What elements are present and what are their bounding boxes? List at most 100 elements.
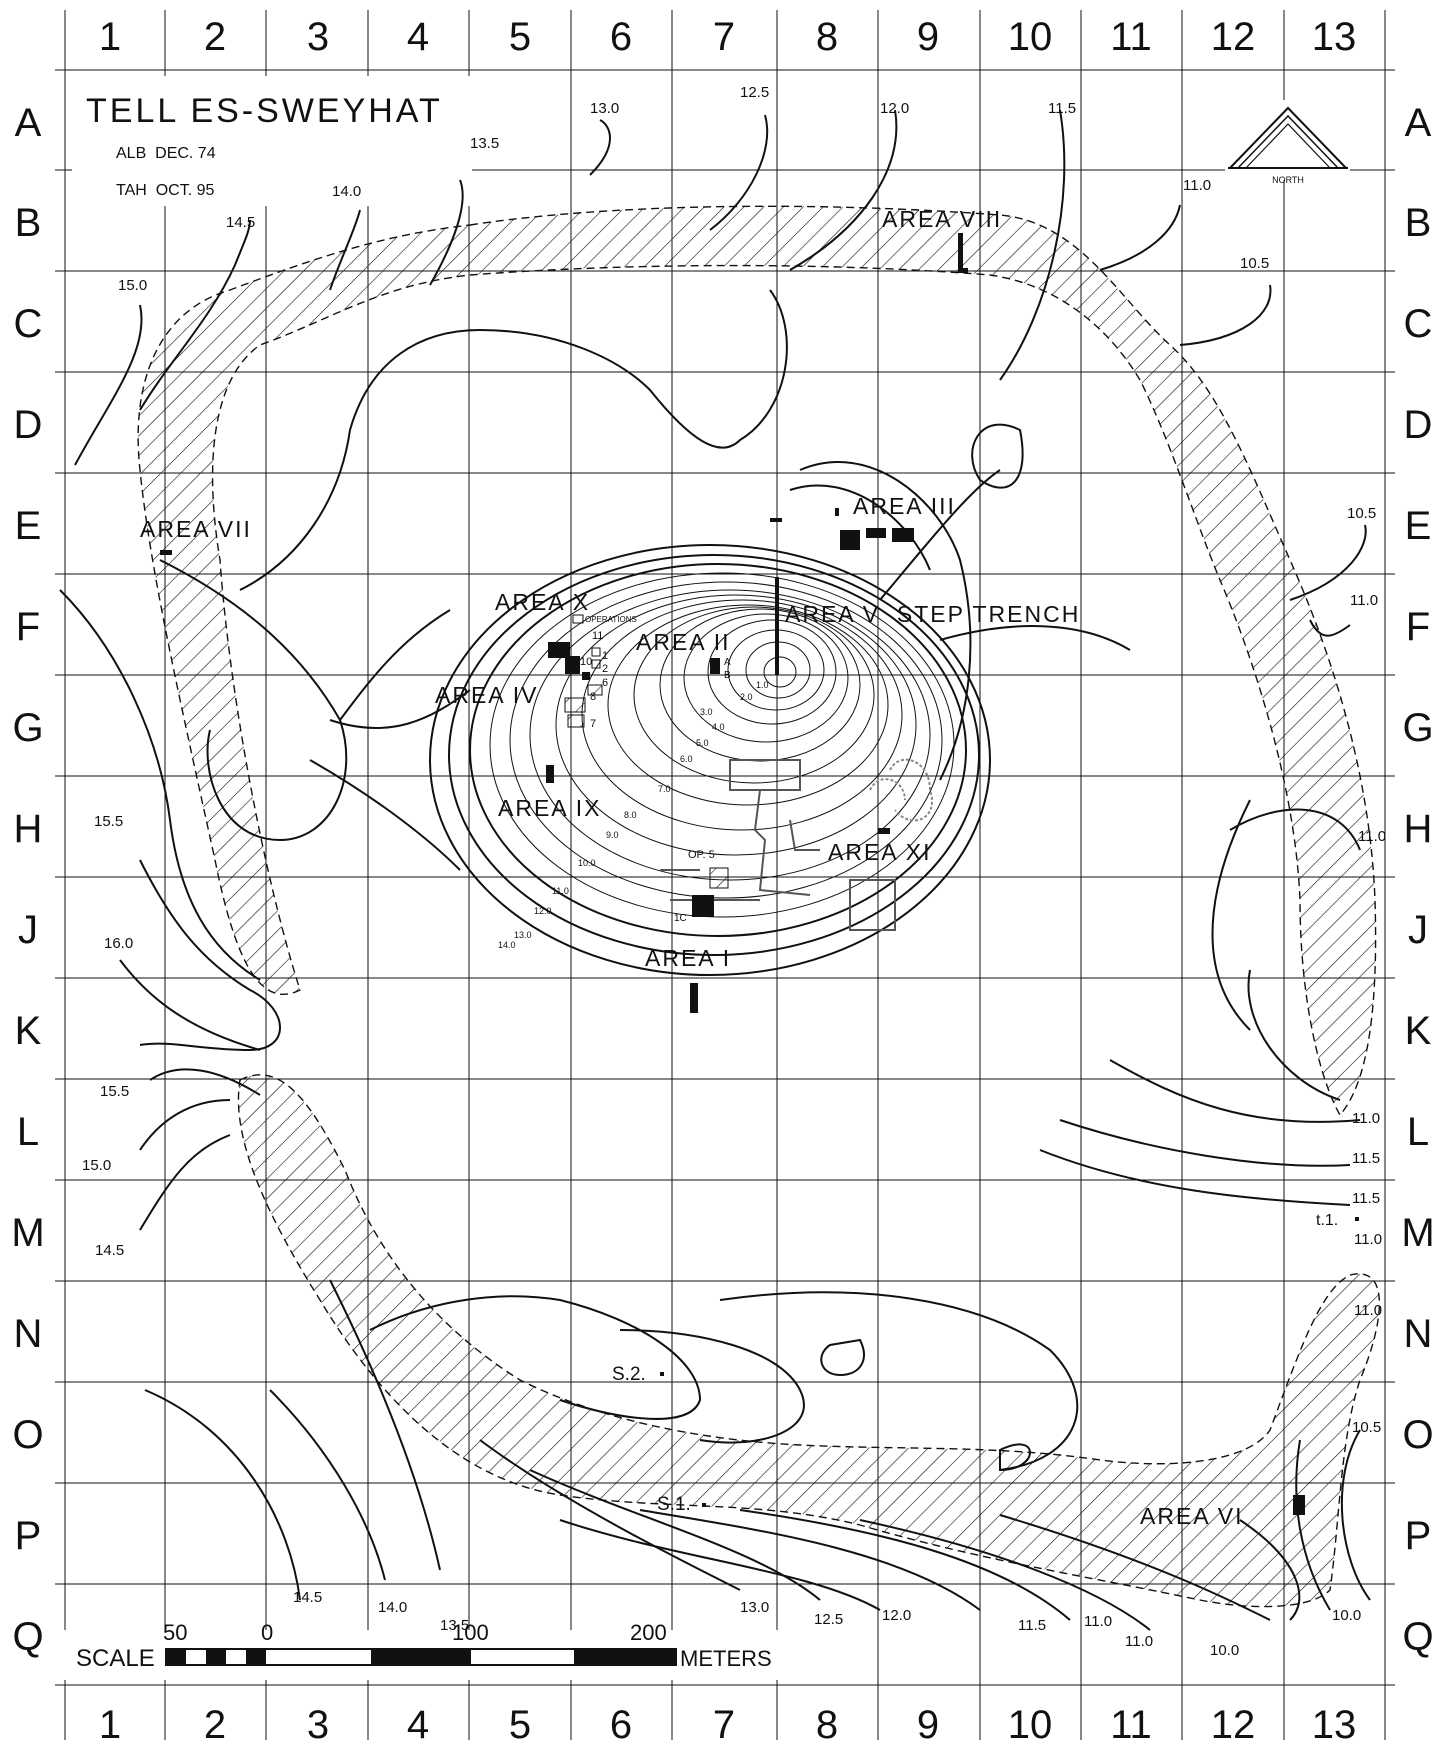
scale-tick: 0 [261, 1620, 273, 1645]
col-label: 3 [307, 1703, 329, 1747]
elevation-label: 12.5 [740, 84, 769, 101]
elevation-label: 14.5 [95, 1242, 124, 1259]
scale-tick: 50 [163, 1620, 187, 1645]
row-label: C [14, 302, 43, 346]
elevation-label: 11.5 [1352, 1150, 1380, 1167]
mound-elevation: 7.0 [658, 784, 671, 794]
north-label: NORTH [1272, 175, 1304, 185]
row-labels-right: A B C D E F G H J K L M N O P Q [1401, 101, 1434, 1659]
row-label: Q [12, 1615, 43, 1659]
contour-lines [59, 109, 1371, 1631]
elevation-label: 15.0 [118, 277, 147, 294]
col-label: 6 [610, 1703, 632, 1747]
op-number: 1 [602, 650, 608, 662]
op-number: 11 [592, 630, 603, 642]
sub-label: A [724, 657, 731, 668]
col-label: 4 [407, 1703, 429, 1747]
elevation-label: 11.5 [1018, 1617, 1046, 1634]
elevation-label: 11.0 [1352, 1110, 1380, 1127]
area-x-label: AREA X [495, 589, 590, 615]
col-label: 7 [713, 1703, 735, 1747]
elevation-label: 14.0 [378, 1599, 407, 1616]
elevation-label: 15.5 [94, 813, 123, 830]
elevation-label: 11.0 [1125, 1633, 1153, 1650]
row-label: K [1405, 1009, 1432, 1053]
col-label: 7 [713, 15, 735, 59]
col-label: 10 [1008, 15, 1053, 59]
op-number: 10 [580, 656, 592, 668]
col-label: 9 [917, 1703, 939, 1747]
elevation-label: 13.5 [470, 135, 499, 152]
row-labels-left: A B C D E F G H J K L M N O P Q [11, 101, 44, 1659]
row-label: F [16, 605, 40, 649]
mound-elevation: 9.0 [606, 830, 619, 840]
mound-elevation: 1.0 [756, 680, 769, 690]
col-label: 11 [1110, 15, 1152, 59]
row-label: P [15, 1514, 42, 1558]
elevation-label: 12.0 [880, 100, 909, 117]
col-label: 6 [610, 15, 632, 59]
row-label: H [14, 807, 43, 851]
elevation-label: 11.0 [1183, 177, 1211, 194]
col-label: 2 [204, 1703, 226, 1747]
elevation-label: 11.5 [1048, 100, 1076, 117]
row-label: L [1407, 1110, 1429, 1154]
row-label: D [1404, 403, 1433, 447]
mound-elevation: 10.0 [578, 858, 596, 868]
row-label: D [14, 403, 43, 447]
row-label: F [1406, 605, 1430, 649]
row-label: K [15, 1009, 42, 1053]
row-label: Q [1402, 1615, 1433, 1659]
row-label: B [15, 201, 42, 245]
col-label: 5 [509, 15, 531, 59]
area-iv-label: AREA IV [435, 682, 538, 708]
elevation-label: 13.0 [590, 100, 619, 117]
col-label: 1 [99, 15, 121, 59]
elevation-label: 10.5 [1240, 255, 1269, 272]
elevation-label: 11.0 [1350, 592, 1378, 609]
rampart-south [237, 1074, 1381, 1608]
mound-elevation: 13.0 [514, 930, 532, 940]
area-viii-label: AREA VIII [882, 206, 1002, 232]
elevation-label: 13.5 [440, 1617, 469, 1634]
scale-bar: SCALE 50 0 100 200 METERS [60, 1620, 780, 1680]
row-label: N [14, 1312, 43, 1356]
row-label: J [1408, 908, 1428, 952]
mound-elevation: 14.0 [498, 940, 516, 950]
area-ii-label: AREA II [636, 629, 731, 655]
row-label: O [12, 1413, 43, 1457]
mound-contours [429, 461, 991, 976]
row-label: G [1402, 706, 1433, 750]
col-label: 9 [917, 15, 939, 59]
col-label: 5 [509, 1703, 531, 1747]
op-number: 8 [590, 691, 596, 703]
elevation-label: 14.5 [293, 1589, 322, 1606]
elevation-label: 11.0 [1358, 828, 1386, 845]
rampart-hatched [137, 205, 1377, 1117]
excavation-marks [160, 233, 1359, 1515]
col-label: 8 [816, 15, 838, 59]
row-label: B [1405, 201, 1432, 245]
area-i-label: AREA I [645, 945, 731, 971]
scale-tick: 100 [452, 1620, 489, 1645]
point-s1-label: S.1. [657, 1494, 691, 1515]
mound-elevation: 4.0 [712, 722, 725, 732]
row-label: H [1404, 807, 1433, 851]
elevation-label: 10.0 [1210, 1642, 1239, 1659]
row-label: J [18, 908, 38, 952]
op-number: 6 [602, 677, 608, 689]
col-label: 3 [307, 15, 329, 59]
column-labels-bottom: 1 2 3 4 5 6 7 8 9 10 11 12 13 [99, 1703, 1356, 1747]
elevation-label: 15.5 [100, 1083, 129, 1100]
area-vi-label: AREA VI [1140, 1503, 1243, 1529]
point-t1-label: t.1. [1316, 1212, 1338, 1229]
row-label: L [17, 1110, 39, 1154]
sub-label: B [724, 670, 731, 681]
elevation-label: 16.0 [104, 935, 133, 952]
elevation-label: 10.0 [1332, 1607, 1361, 1624]
elevation-label: 12.5 [814, 1611, 843, 1628]
row-label: A [1405, 101, 1432, 145]
scale-tick: 200 [630, 1620, 667, 1645]
elevation-label: 15.0 [82, 1157, 111, 1174]
